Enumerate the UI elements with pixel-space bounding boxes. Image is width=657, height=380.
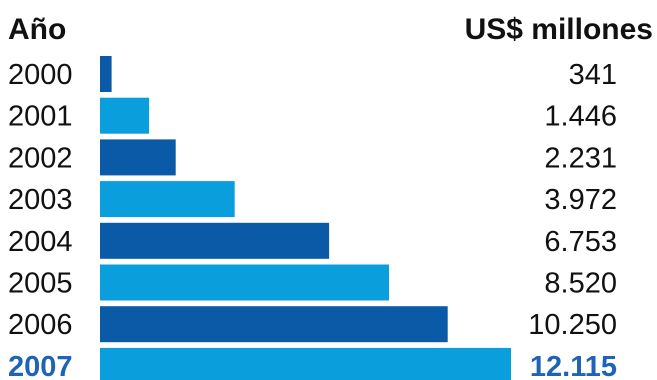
value-label-2007: 12.115 <box>530 351 617 380</box>
bar-2003 <box>100 181 235 218</box>
year-label-2006: 2006 <box>8 309 73 341</box>
value-label-2003: 3.972 <box>544 184 617 216</box>
bar-2007 <box>100 347 511 380</box>
bar-2004 <box>100 222 330 259</box>
bar-rows: 2000 341 2001 1.446 2002 2.231 2003 3.972 2004 6.… <box>8 56 617 380</box>
bar-2006 <box>100 306 448 343</box>
value-column-header: US$ millones <box>465 13 653 46</box>
bar-2005 <box>100 264 389 301</box>
year-label-2004: 2004 <box>8 226 73 258</box>
value-label-2005: 8.520 <box>544 268 617 300</box>
category-column-header: Año <box>8 13 66 46</box>
value-label-2001: 1.446 <box>544 101 617 133</box>
bar-2001 <box>100 97 150 134</box>
value-label-2002: 2.231 <box>544 142 617 174</box>
value-label-2004: 6.753 <box>544 226 617 258</box>
year-label-2007: 2007 <box>8 351 73 380</box>
year-label-2001: 2001 <box>8 101 73 133</box>
bar-2000 <box>100 56 112 92</box>
year-label-2003: 2003 <box>8 184 73 216</box>
year-label-2002: 2002 <box>8 142 73 174</box>
value-label-2000: 341 <box>569 59 617 91</box>
bar-2002 <box>100 139 176 176</box>
value-label-2006: 10.250 <box>528 309 617 341</box>
year-label-2005: 2005 <box>8 268 73 300</box>
year-label-2000: 2000 <box>8 59 73 91</box>
